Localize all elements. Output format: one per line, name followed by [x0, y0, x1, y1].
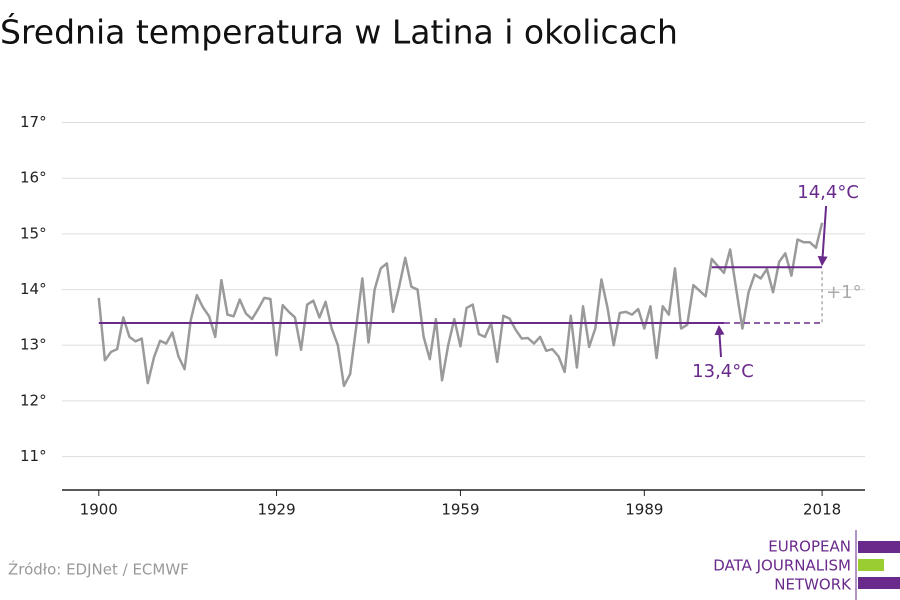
y-tick-label: 13°	[20, 336, 47, 354]
logo-text: EUROPEAN	[768, 538, 851, 556]
x-tick-label: 1929	[257, 501, 295, 519]
x-tick-label: 2018	[803, 501, 841, 519]
logo-bar	[858, 541, 900, 553]
recent-mean-label: 14,4°C	[797, 182, 859, 203]
chart-title: Średnia temperatura w Latina i okolicach	[0, 12, 678, 52]
logo-bar	[858, 577, 900, 589]
y-tick-label: 16°	[20, 169, 47, 187]
logo-text: NETWORK	[774, 576, 852, 594]
logo-text: DATA JOURNALISM	[713, 557, 851, 575]
y-tick-label: 14°	[20, 280, 47, 298]
temperature-line	[97, 222, 824, 388]
y-tick-label: 17°	[20, 113, 47, 131]
logo-bar	[858, 559, 884, 571]
difference-label: +1°	[826, 282, 862, 303]
source: Źródło: EDJNet / ECMWF	[8, 560, 189, 579]
y-tick-label: 11°	[20, 447, 47, 465]
annotation-arrow	[714, 324, 725, 358]
annotation-arrow	[817, 205, 828, 267]
x-tick-label: 1989	[625, 501, 663, 519]
y-tick-label: 12°	[20, 391, 47, 409]
baseline-mean-label: 13,4°C	[692, 361, 754, 382]
y-tick-label: 15°	[20, 224, 47, 242]
x-tick-label: 1959	[441, 501, 479, 519]
x-tick-label: 1900	[80, 501, 118, 519]
